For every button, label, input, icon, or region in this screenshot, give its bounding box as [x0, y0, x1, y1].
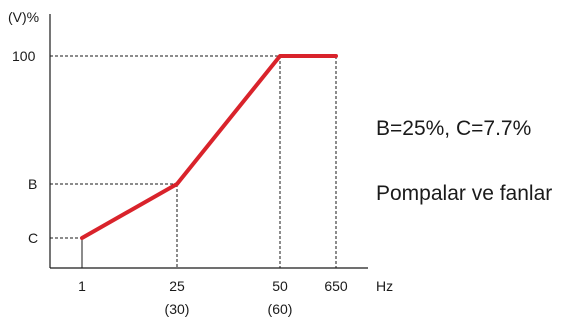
annotation-values: B=25%, C=7.7% — [376, 117, 532, 140]
x-tick-25: 25 — [169, 278, 185, 294]
x-tick-650: 650 — [324, 278, 348, 294]
x-tick-50-sub: (60) — [268, 301, 293, 317]
y-tick-b: B — [28, 176, 37, 192]
y-axis-label: (V)% — [8, 9, 39, 25]
x-tick-1: 1 — [78, 278, 86, 294]
series-line — [80, 54, 338, 240]
x-tick-25-sub: (30) — [165, 301, 190, 317]
annotation-application: Pompalar ve fanlar — [376, 182, 553, 205]
y-tick-100: 100 — [12, 48, 36, 64]
y-tick-c: C — [28, 230, 38, 246]
x-tick-50: 50 — [272, 278, 288, 294]
x-axis-label: Hz — [376, 278, 393, 294]
